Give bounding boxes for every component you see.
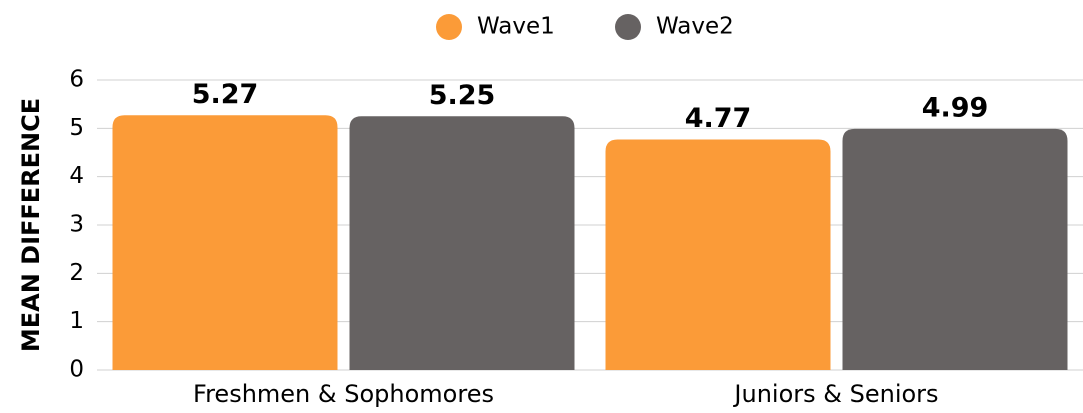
bar [605, 139, 831, 370]
bar [112, 115, 338, 371]
x-tick-label: Freshmen & Sophomores [193, 380, 494, 408]
data-label: 4.77 [685, 103, 752, 134]
legend-swatch [436, 14, 462, 40]
bar [842, 128, 1068, 370]
y-tick-label: 2 [69, 260, 84, 286]
y-axis-title: MEAN DIFFERENCE [17, 98, 45, 352]
legend-label: Wave2 [656, 14, 734, 40]
y-tick-label: 6 [69, 67, 84, 93]
legend-swatch [615, 14, 641, 40]
data-label: 5.25 [429, 80, 496, 111]
y-tick-label: 1 [69, 308, 84, 334]
y-tick-label: 3 [69, 212, 84, 238]
y-tick-label: 0 [69, 357, 84, 383]
legend-label: Wave1 [477, 14, 555, 40]
bar [349, 116, 575, 370]
data-label: 4.99 [922, 92, 989, 123]
data-label: 5.27 [192, 79, 259, 110]
x-tick-label: Juniors & Seniors [732, 380, 938, 408]
y-tick-label: 4 [69, 163, 84, 189]
y-tick-label: 5 [69, 115, 84, 141]
